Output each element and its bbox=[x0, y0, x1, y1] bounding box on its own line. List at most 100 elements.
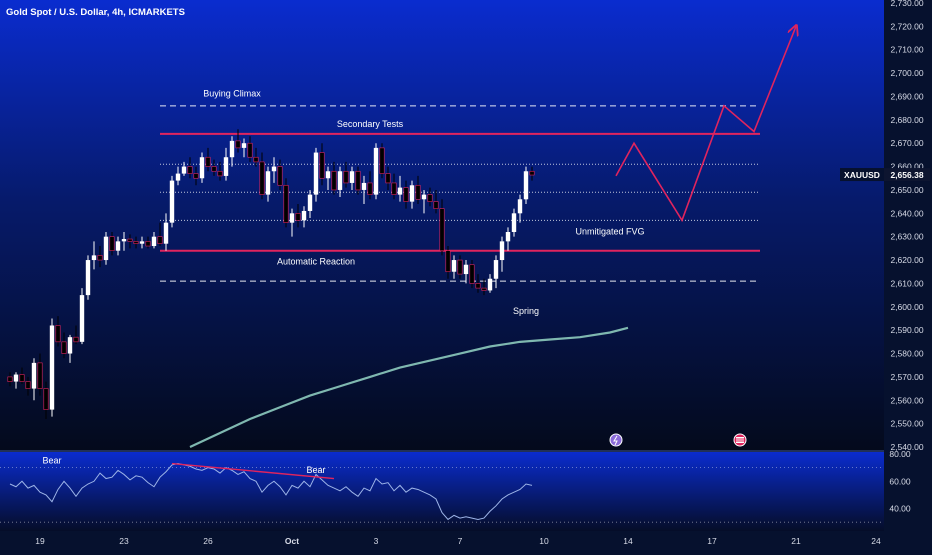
candle bbox=[343, 161, 349, 188]
candle-body bbox=[481, 287, 487, 291]
candle bbox=[157, 222, 163, 247]
candle bbox=[319, 143, 325, 186]
time-tick-label: 17 bbox=[707, 536, 717, 546]
price-tick-label: 2,540.00 bbox=[890, 442, 923, 452]
candle-body bbox=[325, 171, 331, 179]
candle bbox=[307, 189, 313, 218]
candle-body bbox=[145, 241, 151, 247]
candle-body bbox=[313, 152, 319, 195]
candle-body bbox=[151, 236, 157, 247]
candle bbox=[265, 166, 271, 202]
candle bbox=[199, 152, 205, 183]
candle-body bbox=[529, 170, 535, 176]
candle bbox=[529, 166, 535, 181]
candle bbox=[325, 166, 331, 190]
candle bbox=[103, 232, 109, 265]
candle-body bbox=[517, 199, 523, 214]
candle bbox=[181, 161, 187, 176]
candle bbox=[25, 376, 31, 396]
rsi-layer: Bear Bear bbox=[0, 456, 884, 523]
candle-body bbox=[175, 173, 181, 181]
candle bbox=[475, 274, 481, 293]
candle bbox=[313, 147, 319, 202]
candle bbox=[175, 166, 181, 186]
candle-body bbox=[265, 171, 271, 195]
candle-body bbox=[241, 143, 247, 148]
price-tick-label: 2,580.00 bbox=[890, 349, 923, 359]
candle bbox=[451, 255, 457, 279]
rsi-bear-trendline bbox=[171, 462, 335, 480]
price-tick-label: 2,690.00 bbox=[890, 91, 923, 101]
candle bbox=[493, 255, 499, 289]
candle-body bbox=[505, 232, 511, 242]
candle bbox=[457, 255, 463, 279]
last-price-value: 2,656.38 bbox=[890, 170, 923, 180]
candle-body bbox=[109, 236, 115, 252]
time-tick-label: 7 bbox=[458, 536, 463, 546]
price-tick-label: 2,620.00 bbox=[890, 255, 923, 265]
event-icon-flag[interactable] bbox=[733, 433, 747, 447]
price-tick-label: 2,550.00 bbox=[890, 419, 923, 429]
candle bbox=[73, 325, 79, 345]
candle bbox=[211, 159, 217, 176]
candle bbox=[403, 180, 409, 209]
candle-body bbox=[523, 171, 529, 200]
price-tick-label: 2,710.00 bbox=[890, 45, 923, 55]
candle-body bbox=[445, 250, 451, 273]
candle-body bbox=[67, 337, 73, 354]
candle bbox=[151, 232, 157, 249]
rsi-tick-label: 60.00 bbox=[889, 476, 911, 486]
time-axis[interactable]: 19 23 26 Oct 3 7 10 14 17 21 24 bbox=[35, 536, 881, 546]
candle bbox=[55, 316, 61, 347]
candle-body bbox=[493, 260, 499, 279]
candle bbox=[169, 175, 175, 228]
candle bbox=[7, 372, 13, 387]
candle bbox=[205, 147, 211, 172]
candle bbox=[253, 147, 259, 167]
candle-body bbox=[289, 213, 295, 223]
candle bbox=[427, 187, 433, 207]
candle bbox=[415, 175, 421, 204]
candle-body bbox=[25, 381, 31, 389]
candle bbox=[91, 241, 97, 270]
candle-body bbox=[139, 241, 145, 244]
candle-body bbox=[409, 185, 415, 202]
candle bbox=[187, 157, 193, 179]
candle-body bbox=[355, 170, 361, 191]
candle-body bbox=[439, 208, 445, 252]
candle bbox=[379, 143, 385, 179]
candle bbox=[85, 255, 91, 300]
time-tick-label: 10 bbox=[539, 536, 549, 546]
candle-body bbox=[361, 182, 367, 190]
candle-body bbox=[247, 142, 253, 158]
candle bbox=[121, 232, 127, 251]
candle-body bbox=[7, 376, 13, 382]
candle bbox=[271, 157, 277, 183]
candle bbox=[37, 353, 43, 396]
candle-body bbox=[49, 325, 55, 410]
candle-body bbox=[133, 241, 139, 244]
candle bbox=[373, 143, 379, 200]
candle bbox=[61, 332, 67, 359]
time-tick-label: 24 bbox=[871, 536, 881, 546]
price-tick-label: 2,720.00 bbox=[890, 21, 923, 31]
candle-body bbox=[259, 161, 265, 195]
price-tick-label: 2,660.00 bbox=[890, 162, 923, 172]
price-tick-label: 2,640.00 bbox=[890, 208, 923, 218]
rsi-line bbox=[9, 463, 533, 521]
candle-body bbox=[211, 166, 217, 172]
candle bbox=[421, 189, 427, 214]
event-icon-lightning[interactable] bbox=[609, 433, 623, 447]
candle bbox=[145, 236, 151, 249]
candle bbox=[301, 206, 307, 228]
candle-body bbox=[421, 194, 427, 200]
candle-body bbox=[163, 222, 169, 244]
candle-body bbox=[157, 236, 163, 244]
candle-body bbox=[511, 213, 517, 233]
last-price-badge: XAUUSD 2,656.38 bbox=[840, 168, 930, 182]
candle-body bbox=[43, 388, 49, 410]
price-axis[interactable]: 2,730.00 2,720.00 2,710.00 2,700.00 2,690.00… bbox=[889, 0, 923, 514]
candle-body bbox=[463, 264, 469, 275]
candle bbox=[511, 208, 517, 237]
